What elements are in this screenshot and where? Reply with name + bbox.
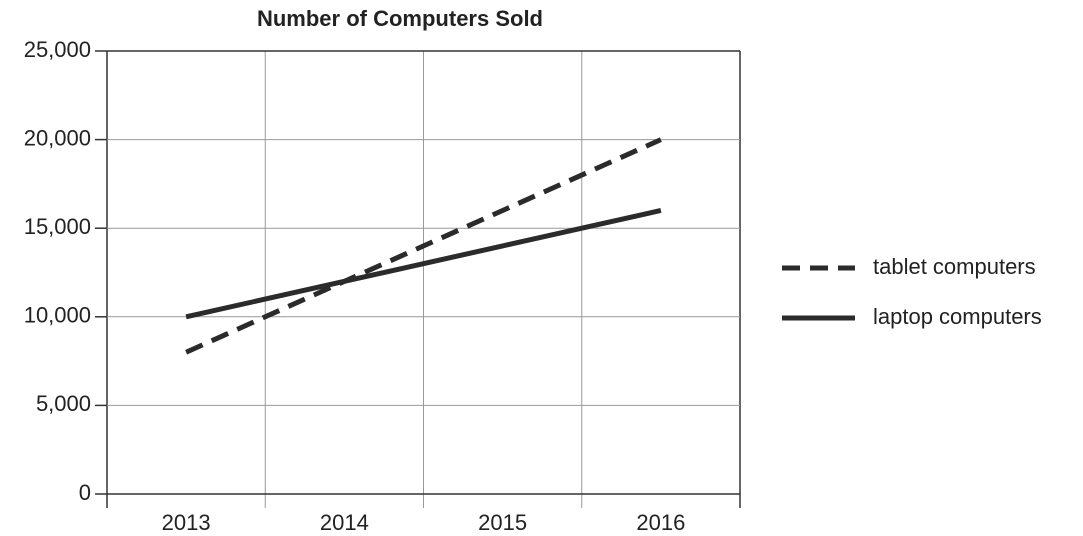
- y-tick-label: 25,000: [24, 37, 91, 62]
- y-tick-label: 20,000: [24, 125, 91, 150]
- chart-title: Number of Computers Sold: [257, 6, 543, 31]
- x-tick-label: 2014: [320, 510, 369, 535]
- y-tick-label: 15,000: [24, 214, 91, 239]
- y-tick-label: 10,000: [24, 303, 91, 328]
- y-tick-label: 0: [79, 480, 91, 505]
- data-line: [185, 208, 662, 320]
- data-line: [185, 137, 662, 355]
- x-tick-label: 2013: [162, 510, 211, 535]
- legend-label: tablet computers: [873, 254, 1036, 279]
- legend-label: laptop computers: [873, 304, 1042, 329]
- x-tick-label: 2015: [478, 510, 527, 535]
- x-tick-label: 2016: [636, 510, 685, 535]
- y-tick-label: 5,000: [36, 391, 91, 416]
